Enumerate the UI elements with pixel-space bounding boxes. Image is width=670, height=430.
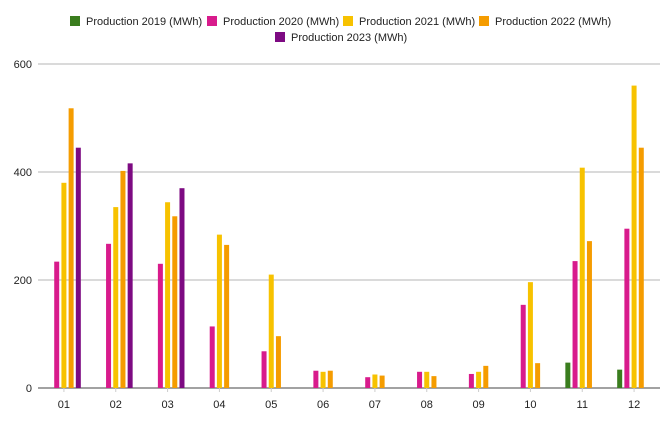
x-tick-label: 03 [161, 399, 173, 411]
x-tick-label: 08 [421, 399, 433, 411]
x-tick-label: 06 [317, 399, 329, 411]
gridlines [38, 63, 660, 389]
bar [320, 371, 326, 388]
bar [209, 326, 215, 388]
x-tick-label: 02 [110, 399, 122, 411]
y-tick-label: 0 [26, 383, 32, 395]
bar [127, 163, 133, 388]
bar [631, 85, 637, 388]
bar [54, 261, 60, 388]
legend-label: Production 2023 (MWh) [291, 32, 407, 44]
bar [579, 167, 585, 388]
y-tick-label: 200 [14, 275, 32, 287]
bar [417, 371, 423, 388]
bars [54, 85, 644, 388]
legend-swatch [479, 16, 489, 26]
x-tick-label: 01 [58, 399, 70, 411]
bar [586, 241, 592, 388]
y-tick-label: 600 [14, 59, 32, 71]
legend-swatch [343, 16, 353, 26]
legend: Production 2019 (MWh) Production 2020 (MW… [70, 16, 611, 44]
bar [313, 370, 319, 388]
bar [327, 370, 333, 388]
bar [572, 261, 578, 388]
legend-swatch [207, 16, 217, 26]
x-tick-label: 05 [265, 399, 277, 411]
bar [75, 147, 81, 388]
bar [165, 202, 171, 388]
x-tick-label: 07 [369, 399, 381, 411]
y-tick-label: 400 [14, 167, 32, 179]
bar [120, 170, 126, 388]
bar [113, 207, 119, 388]
bar [216, 234, 222, 388]
bar [565, 362, 571, 388]
bar [61, 182, 67, 388]
x-tick-label: 04 [213, 399, 225, 411]
legend-swatch [70, 16, 80, 26]
legend-label: Production 2021 (MWh) [359, 16, 475, 28]
bar [483, 365, 489, 388]
bar [106, 243, 112, 388]
bar [535, 363, 541, 388]
legend-label: Production 2019 (MWh) [86, 16, 202, 28]
bar [179, 188, 185, 388]
bar [68, 108, 74, 388]
x-tick-label: 11 [577, 399, 588, 411]
legend-label: Production 2022 (MWh) [495, 16, 611, 28]
bar [172, 216, 178, 388]
bar [275, 336, 281, 388]
bar [624, 228, 630, 388]
bar [224, 244, 230, 388]
x-axis: 01 02 03 04 05 06 07 08 09 10 11 12 [58, 388, 640, 411]
bar [431, 376, 437, 388]
bar [157, 263, 163, 388]
bar [261, 351, 267, 388]
bar [520, 304, 526, 388]
bar [527, 282, 533, 388]
bar [617, 369, 623, 388]
x-tick-label: 09 [472, 399, 484, 411]
x-tick-label: 10 [524, 399, 536, 411]
bar [379, 375, 385, 388]
y-axis: 0 200 400 600 [14, 59, 32, 395]
x-tick-label: 12 [628, 399, 640, 411]
bar [424, 371, 430, 388]
bar [476, 371, 482, 388]
legend-label: Production 2020 (MWh) [223, 16, 339, 28]
legend-swatch [275, 32, 285, 42]
bar [365, 377, 371, 388]
bar [638, 147, 644, 388]
bar [468, 373, 474, 388]
bar [372, 374, 378, 388]
bar [268, 274, 274, 388]
